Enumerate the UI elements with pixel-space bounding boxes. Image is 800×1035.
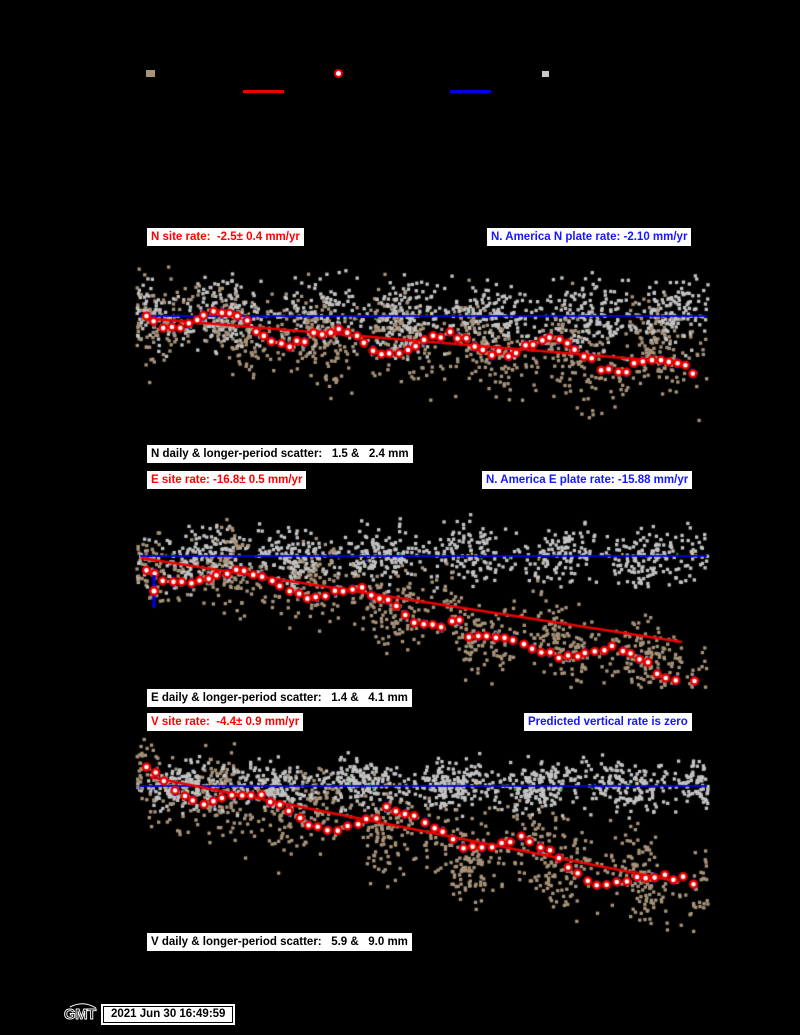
e-site-rate-label: E site rate: -16.8± 0.5 mm/yr: [147, 471, 307, 489]
n-component-scatter-plot: [134, 250, 714, 452]
gmt-logo-text: GMT: [64, 1006, 96, 1023]
n-plate-rate-label: N. America N plate rate: -2.10 mm/yr: [487, 228, 692, 246]
timestamp: 2021 Jun 30 16:49:59: [103, 1006, 234, 1023]
v-scatter-stats-label: V daily & longer-period scatter: 5.9 & 9…: [147, 933, 412, 951]
e-scatter-stats-label: E daily & longer-period scatter: 1.4 & 4…: [147, 689, 412, 707]
blue-line-marker: [450, 90, 491, 93]
red-line-marker: [243, 90, 284, 93]
e-plate-rate-label: N. America E plate rate: -15.88 mm/yr: [482, 471, 693, 489]
red-circle-marker: [334, 69, 343, 78]
n-site-rate-label: N site rate: -2.5± 0.4 mm/yr: [147, 228, 304, 246]
e-component-scatter-plot: [134, 492, 714, 692]
gmt-logo-icon: GMT: [64, 1003, 97, 1023]
v-plate-rate-label: Predicted vertical rate is zero: [524, 713, 692, 731]
n-scatter-stats-label: N daily & longer-period scatter: 1.5 & 2…: [147, 445, 413, 463]
v-component-scatter-plot: [134, 734, 714, 936]
tan-square-marker: [146, 70, 155, 77]
gray-square-marker: [542, 71, 549, 77]
v-site-rate-label: V site rate: -4.4± 0.9 mm/yr: [147, 713, 304, 731]
